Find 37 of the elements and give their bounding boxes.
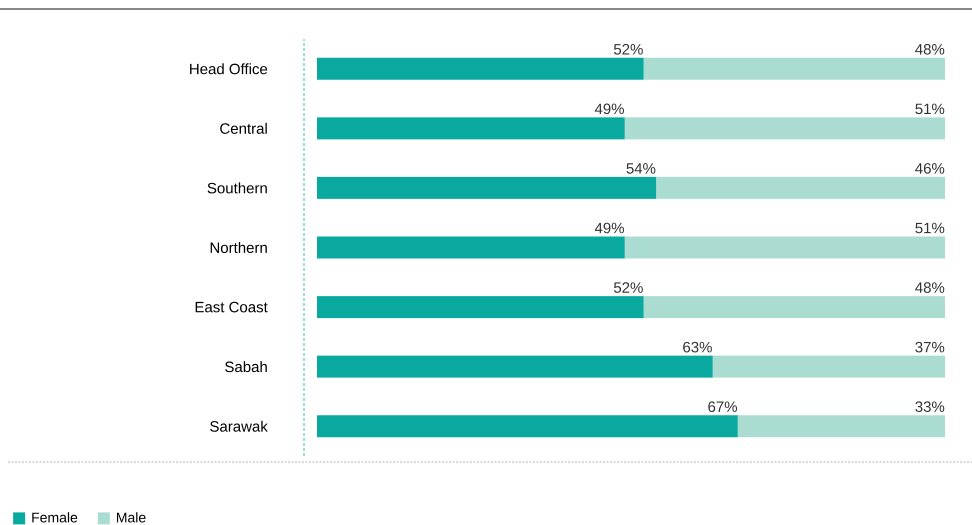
y-tick-label: Southern (208, 182, 267, 194)
y-tick-label: Sarawak (210, 420, 268, 432)
data-label: 52% (614, 282, 643, 293)
y-tick-label: Head Office (190, 63, 268, 74)
data-label: 49% (594, 104, 624, 114)
legend-label: Male (116, 512, 146, 522)
bar (624, 117, 946, 140)
data-label: 52% (614, 44, 643, 55)
bar (624, 236, 946, 259)
data-label: 49% (594, 222, 624, 234)
y-tick-label: Central (220, 122, 267, 134)
legend-label: Female (32, 512, 78, 522)
bar (644, 58, 946, 80)
data-label: 51% (915, 222, 944, 234)
data-label: 54% (626, 163, 656, 174)
bar (317, 58, 644, 80)
bar (738, 415, 946, 438)
data-label: 67% (708, 401, 738, 412)
y-tick-label: Sabah (225, 361, 267, 372)
bar (656, 176, 946, 199)
y-tick-label: East Coast (196, 302, 268, 312)
bar (317, 356, 713, 378)
data-label: 48% (915, 282, 944, 293)
bar (317, 415, 738, 438)
bar (644, 296, 946, 318)
data-label: 46% (915, 163, 944, 174)
data-label: 48% (915, 44, 944, 55)
bar (317, 117, 625, 140)
bar (712, 356, 946, 378)
data-label: 63% (683, 342, 712, 352)
data-label: 33% (915, 401, 944, 412)
data-label: 37% (915, 342, 944, 352)
bar (317, 296, 644, 318)
y-tick-label: Northern (210, 242, 267, 254)
data-label: 51% (915, 104, 944, 114)
bar (317, 236, 625, 259)
bar (317, 176, 656, 199)
